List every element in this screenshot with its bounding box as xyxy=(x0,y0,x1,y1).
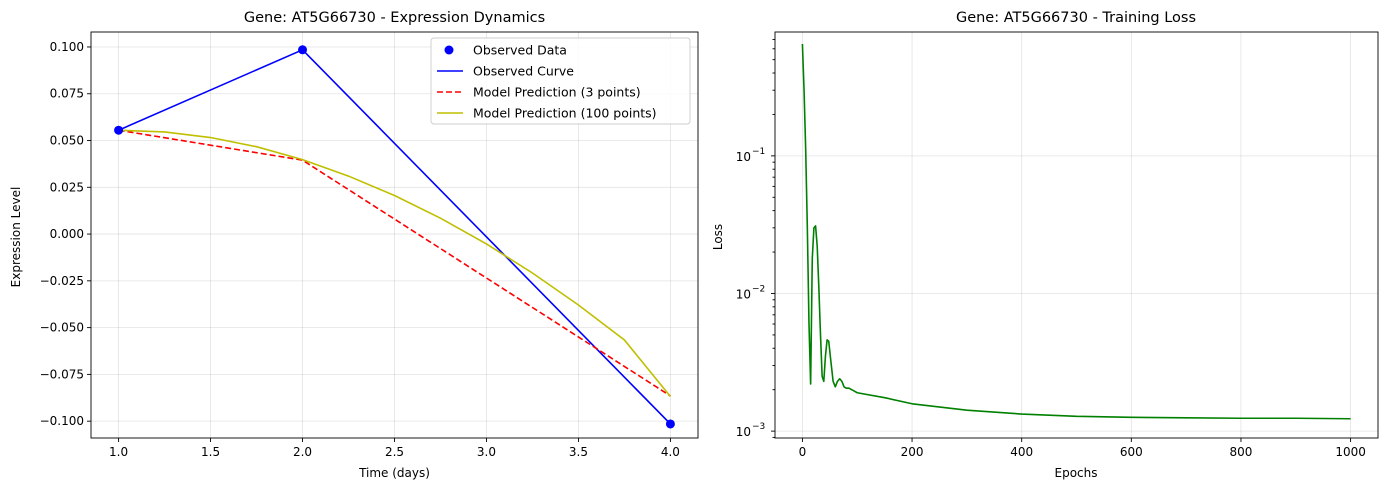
legend-entry: Observed Curve xyxy=(473,64,574,79)
y-tick-label: 0.100 xyxy=(50,40,84,54)
y-tick-exponent: −1 xyxy=(752,147,765,157)
y-tick-label: −0.050 xyxy=(40,321,84,335)
x-axis-label: Epochs xyxy=(1055,466,1098,480)
x-tick-label: 2.5 xyxy=(385,445,404,459)
loss-curve xyxy=(801,43,1351,420)
x-tick-label: 800 xyxy=(1230,445,1253,459)
training-loss-panel: Gene: AT5G66730 - Training Loss Epochs L… xyxy=(711,10,1379,480)
series-line-3 xyxy=(118,129,672,397)
x-tick-label: 200 xyxy=(901,445,924,459)
x-tick-label: 600 xyxy=(1120,445,1143,459)
x-tick-label: 400 xyxy=(1010,445,1033,459)
y-tick-label: −0.075 xyxy=(40,367,84,381)
x-tick-label: 2.0 xyxy=(293,445,312,459)
x-tick-label: 4.0 xyxy=(661,445,680,459)
chart-title: Gene: AT5G66730 - Expression Dynamics xyxy=(244,10,545,26)
y-tick-exponent: −2 xyxy=(752,284,765,294)
x-tick-label: 1.0 xyxy=(109,445,128,459)
x-tick-label: 3.5 xyxy=(569,445,588,459)
y-axis-label: Loss xyxy=(711,224,725,250)
legend-box xyxy=(430,37,691,125)
series-line-2 xyxy=(118,129,671,397)
x-tick-label: 1.5 xyxy=(201,445,220,459)
x-axis-label: Time (days) xyxy=(358,466,430,480)
legend-entry: Observed Data xyxy=(473,43,567,58)
y-tick-label: −0.025 xyxy=(40,274,84,288)
y-tick-label: 10 xyxy=(736,287,751,301)
legend-entry: Model Prediction (3 points) xyxy=(473,85,641,100)
plot-area xyxy=(801,43,1351,420)
y-tick-label: 0.025 xyxy=(50,180,84,194)
x-tick-label: 1000 xyxy=(1335,445,1366,459)
y-tick-label: 0.050 xyxy=(50,134,84,148)
chart-title: Gene: AT5G66730 - Training Loss xyxy=(956,10,1196,26)
plot-frame xyxy=(774,31,1379,439)
x-tick-label: 0 xyxy=(799,445,807,459)
data-point xyxy=(114,125,124,135)
data-point xyxy=(298,45,308,55)
y-axis-label: Expression Level xyxy=(9,187,23,288)
y-tick-label: 0.075 xyxy=(50,87,84,101)
y-tick-label: 10 xyxy=(736,150,751,164)
y-tick-label: −0.100 xyxy=(40,414,84,428)
legend-entry: Model Prediction (100 points) xyxy=(473,106,657,121)
data-point xyxy=(665,419,675,429)
y-tick-label: 0.000 xyxy=(50,227,84,241)
y-tick-exponent: −3 xyxy=(752,422,765,432)
y-tick-label: 10 xyxy=(736,425,751,439)
plot-area xyxy=(114,45,675,429)
plot-frame xyxy=(90,31,699,439)
x-tick-label: 3.0 xyxy=(477,445,496,459)
legend-marker xyxy=(444,45,454,55)
expression-dynamics-panel: Gene: AT5G66730 - Expression Dynamics Ti… xyxy=(9,10,699,480)
legend: Observed Data Observed Curve Model Predict… xyxy=(430,37,691,125)
